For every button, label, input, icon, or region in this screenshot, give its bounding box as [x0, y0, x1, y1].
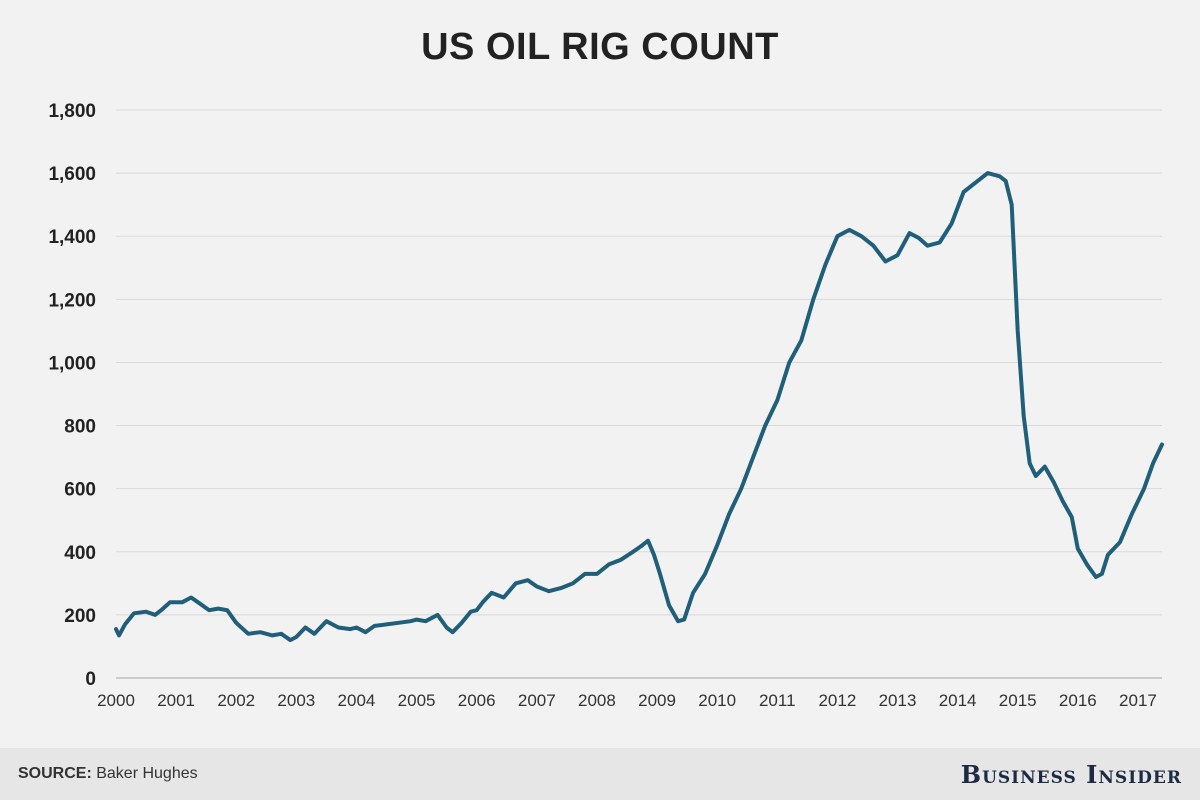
- y-tick-label: 1,200: [48, 290, 96, 311]
- source-text: Baker Hughes: [96, 765, 198, 782]
- y-tick-label: 600: [64, 480, 96, 501]
- y-axis-tick-labels: 0 200 400 600 800 1,000 1,200 1,400 1,600 1,800: [48, 101, 96, 690]
- y-tick-label: 1,600: [48, 164, 96, 185]
- x-tick-label: 2006: [458, 691, 496, 710]
- y-tick-label: 0: [85, 669, 96, 690]
- grid-lines: [116, 109, 1162, 679]
- x-tick-label: 2014: [939, 691, 977, 710]
- x-tick-label: 2004: [338, 691, 376, 710]
- x-tick-label: 2002: [217, 691, 255, 710]
- x-tick-label: 2008: [578, 691, 616, 710]
- y-tick-label: 800: [64, 417, 96, 438]
- x-tick-label: 2009: [638, 691, 676, 710]
- x-tick-label: 2011: [759, 691, 796, 710]
- x-tick-label: 2016: [1059, 691, 1097, 710]
- y-tick-label: 1,000: [48, 353, 96, 374]
- source-note: SOURCE: Baker Hughes: [18, 765, 198, 783]
- x-tick-label: 2010: [698, 691, 736, 710]
- x-tick-label: 2005: [398, 691, 436, 710]
- x-tick-label: 2012: [818, 691, 856, 710]
- x-tick-label: 2001: [157, 691, 195, 710]
- footer: SOURCE: Baker Hughes Business Insider: [0, 748, 1200, 800]
- series-layer: [114, 171, 1164, 643]
- y-tick-label: 400: [64, 543, 96, 564]
- brand-logo: Business Insider: [960, 760, 1182, 789]
- y-tick-label: 1,800: [48, 101, 96, 122]
- x-tick-label: 2000: [97, 691, 135, 710]
- x-tick-label: 2017: [1119, 691, 1157, 710]
- y-tick-label: 1,400: [48, 227, 96, 248]
- oil-rig-count-chart: 0 200 400 600 800 1,000 1,200 1,400 1,600 1,800 2…: [48, 101, 1164, 710]
- chart-title: US OIL RIG COUNT: [421, 26, 779, 68]
- source-label: SOURCE:: [18, 765, 92, 782]
- series-line-0: [114, 171, 1164, 643]
- x-axis-tick-labels: 2000 2001 2002 2003 2004 2005 2006 2007 2008 2009…: [97, 691, 1157, 710]
- x-tick-label: 2003: [277, 691, 315, 710]
- x-tick-label: 2013: [879, 691, 917, 710]
- x-tick-label: 2015: [999, 691, 1037, 710]
- x-tick-label: 2007: [518, 691, 556, 710]
- y-tick-label: 200: [64, 606, 96, 627]
